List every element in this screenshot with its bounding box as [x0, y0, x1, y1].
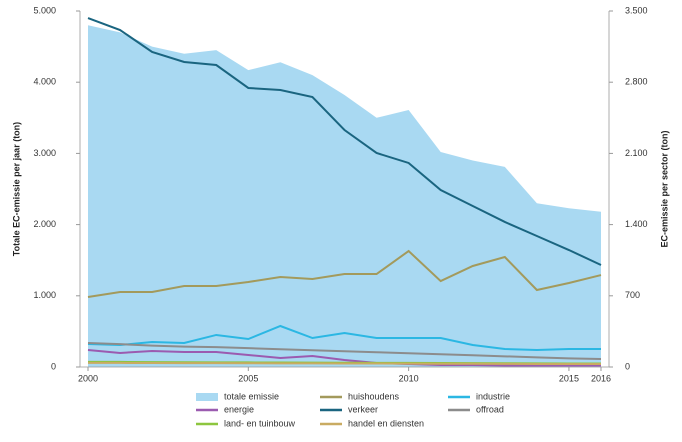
x-tick-label: 2010: [399, 373, 419, 383]
y-tick-label: 2.000: [33, 219, 56, 229]
legend-swatch: [196, 393, 218, 401]
legend-label: industrie: [476, 391, 510, 401]
y-tick-label: 3.000: [33, 148, 56, 158]
legend-label: offroad: [476, 404, 504, 414]
y-tick-label: 1.000: [33, 290, 56, 300]
legend-label: energie: [224, 404, 254, 414]
x-tick-label: 2016: [591, 373, 611, 383]
y-axis-title: Totale EC-emissie per jaar (ton): [11, 122, 21, 256]
legend-label: land- en tuinbouw: [224, 418, 296, 428]
line: [87, 349, 601, 367]
y-tick-label: 4.000: [33, 77, 56, 87]
line: [87, 249, 602, 299]
line: [88, 361, 601, 365]
y2-tick-label: 2.100: [625, 148, 648, 158]
y2-axis-title: EC-emissie per sector (ton): [659, 130, 669, 247]
y2-tick-label: 2.800: [625, 77, 648, 87]
y2-tick-label: 1.400: [625, 219, 648, 229]
area: [88, 25, 601, 368]
line: [87, 17, 602, 266]
y2-tick-label: 700: [625, 290, 640, 300]
y2-tick-label: 0: [625, 361, 630, 371]
y-tick-label: 5.000: [33, 5, 56, 15]
legend-label: totale emissie: [224, 391, 279, 401]
x-tick-label: 2015: [559, 373, 579, 383]
legend-label: huishoudens: [348, 391, 400, 401]
y-tick-label: 0: [51, 361, 56, 371]
legend-label: handel en diensten: [348, 418, 424, 428]
line: [87, 324, 601, 352]
line: [87, 341, 602, 360]
y2-tick-label: 3.500: [625, 5, 648, 15]
plot-area: [87, 17, 602, 368]
x-tick-label: 2005: [238, 373, 258, 383]
x-tick-label: 2000: [78, 373, 98, 383]
legend-label: verkeer: [348, 404, 378, 414]
